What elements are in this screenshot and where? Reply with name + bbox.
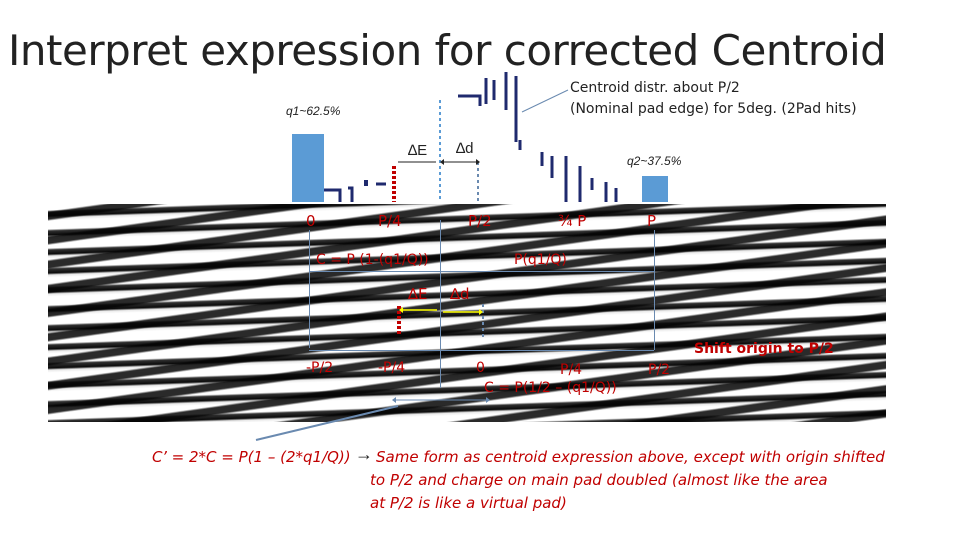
q1-bar — [292, 134, 324, 202]
explanation-text: Same form as centroid expression above, … — [370, 446, 885, 515]
pq-expression: P(q1/Q) — [514, 252, 567, 268]
q2-bar — [642, 176, 668, 202]
middle-delta-markers — [397, 304, 484, 338]
top-axis-label-p4: P/4 — [378, 212, 402, 230]
annotation-line-2: (Nominal pad edge) for 5deg. (2Pad hits) — [570, 101, 857, 117]
arrow-icon: → — [355, 444, 373, 464]
centroid-histogram — [292, 72, 668, 202]
top-axis-label-0: 0 — [306, 212, 316, 230]
explanation-line-1: Same form as centroid expression above, … — [376, 448, 885, 466]
dist-step-2 — [348, 186, 354, 202]
guide-line-left — [309, 230, 310, 348]
c-expression-top: C = P (1-(q1/Q)) — [316, 252, 429, 268]
connector-line — [255, 405, 399, 441]
bottom-axis-label-p4: P/4 — [560, 362, 583, 378]
bottom-axis-label-neg-p2: -P/2 — [306, 360, 334, 376]
q1-label: q1~62.5% — [286, 104, 341, 118]
page-title: Interpret expression for corrected Centr… — [8, 26, 887, 75]
shift-origin-label: Shift origin to P/2 — [694, 341, 834, 357]
c-prime-expression: C’ = 2*C = P(1 – (2*q1/Q)) — [152, 448, 351, 466]
bottom-axis-label-0: 0 — [476, 360, 485, 376]
explanation-line-2: to P/2 and charge on main pad doubled (a… — [370, 471, 828, 489]
top-axis-label-p: P — [647, 212, 657, 230]
delta-e-label: ∆E — [408, 142, 428, 159]
explanation-line-3: at P/2 is like a virtual pad) — [370, 494, 567, 512]
top-axis-label-p2: P/2 — [468, 212, 492, 230]
q2-label: q2~37.5% — [627, 154, 682, 168]
delta-d-label: ∆d — [456, 140, 474, 157]
delta-d-label-middle: ∆d — [450, 285, 470, 303]
dist-step-1 — [324, 188, 342, 202]
guide-line-right — [654, 230, 655, 350]
bottom-bracket — [392, 397, 490, 403]
guide-line-bottom — [309, 350, 654, 351]
top-axis-label-3p4: ¾ P — [558, 212, 587, 230]
bottom-axis-label-p2: P/2 — [648, 362, 671, 378]
delta-e-label-middle: ∆E — [408, 285, 428, 303]
bottom-axis-label-neg-p4: -P/4 — [378, 360, 406, 376]
striped-background — [48, 204, 886, 422]
annotation-pointer — [521, 89, 569, 113]
guide-line-center — [440, 220, 441, 388]
c-expression-bottom: C = P(1/2 – (q1/Q)) — [484, 380, 617, 396]
annotation-line-1: Centroid distr. about P/2 — [570, 80, 740, 96]
dist-step-4 — [458, 94, 482, 106]
guide-line-middle — [309, 271, 654, 272]
